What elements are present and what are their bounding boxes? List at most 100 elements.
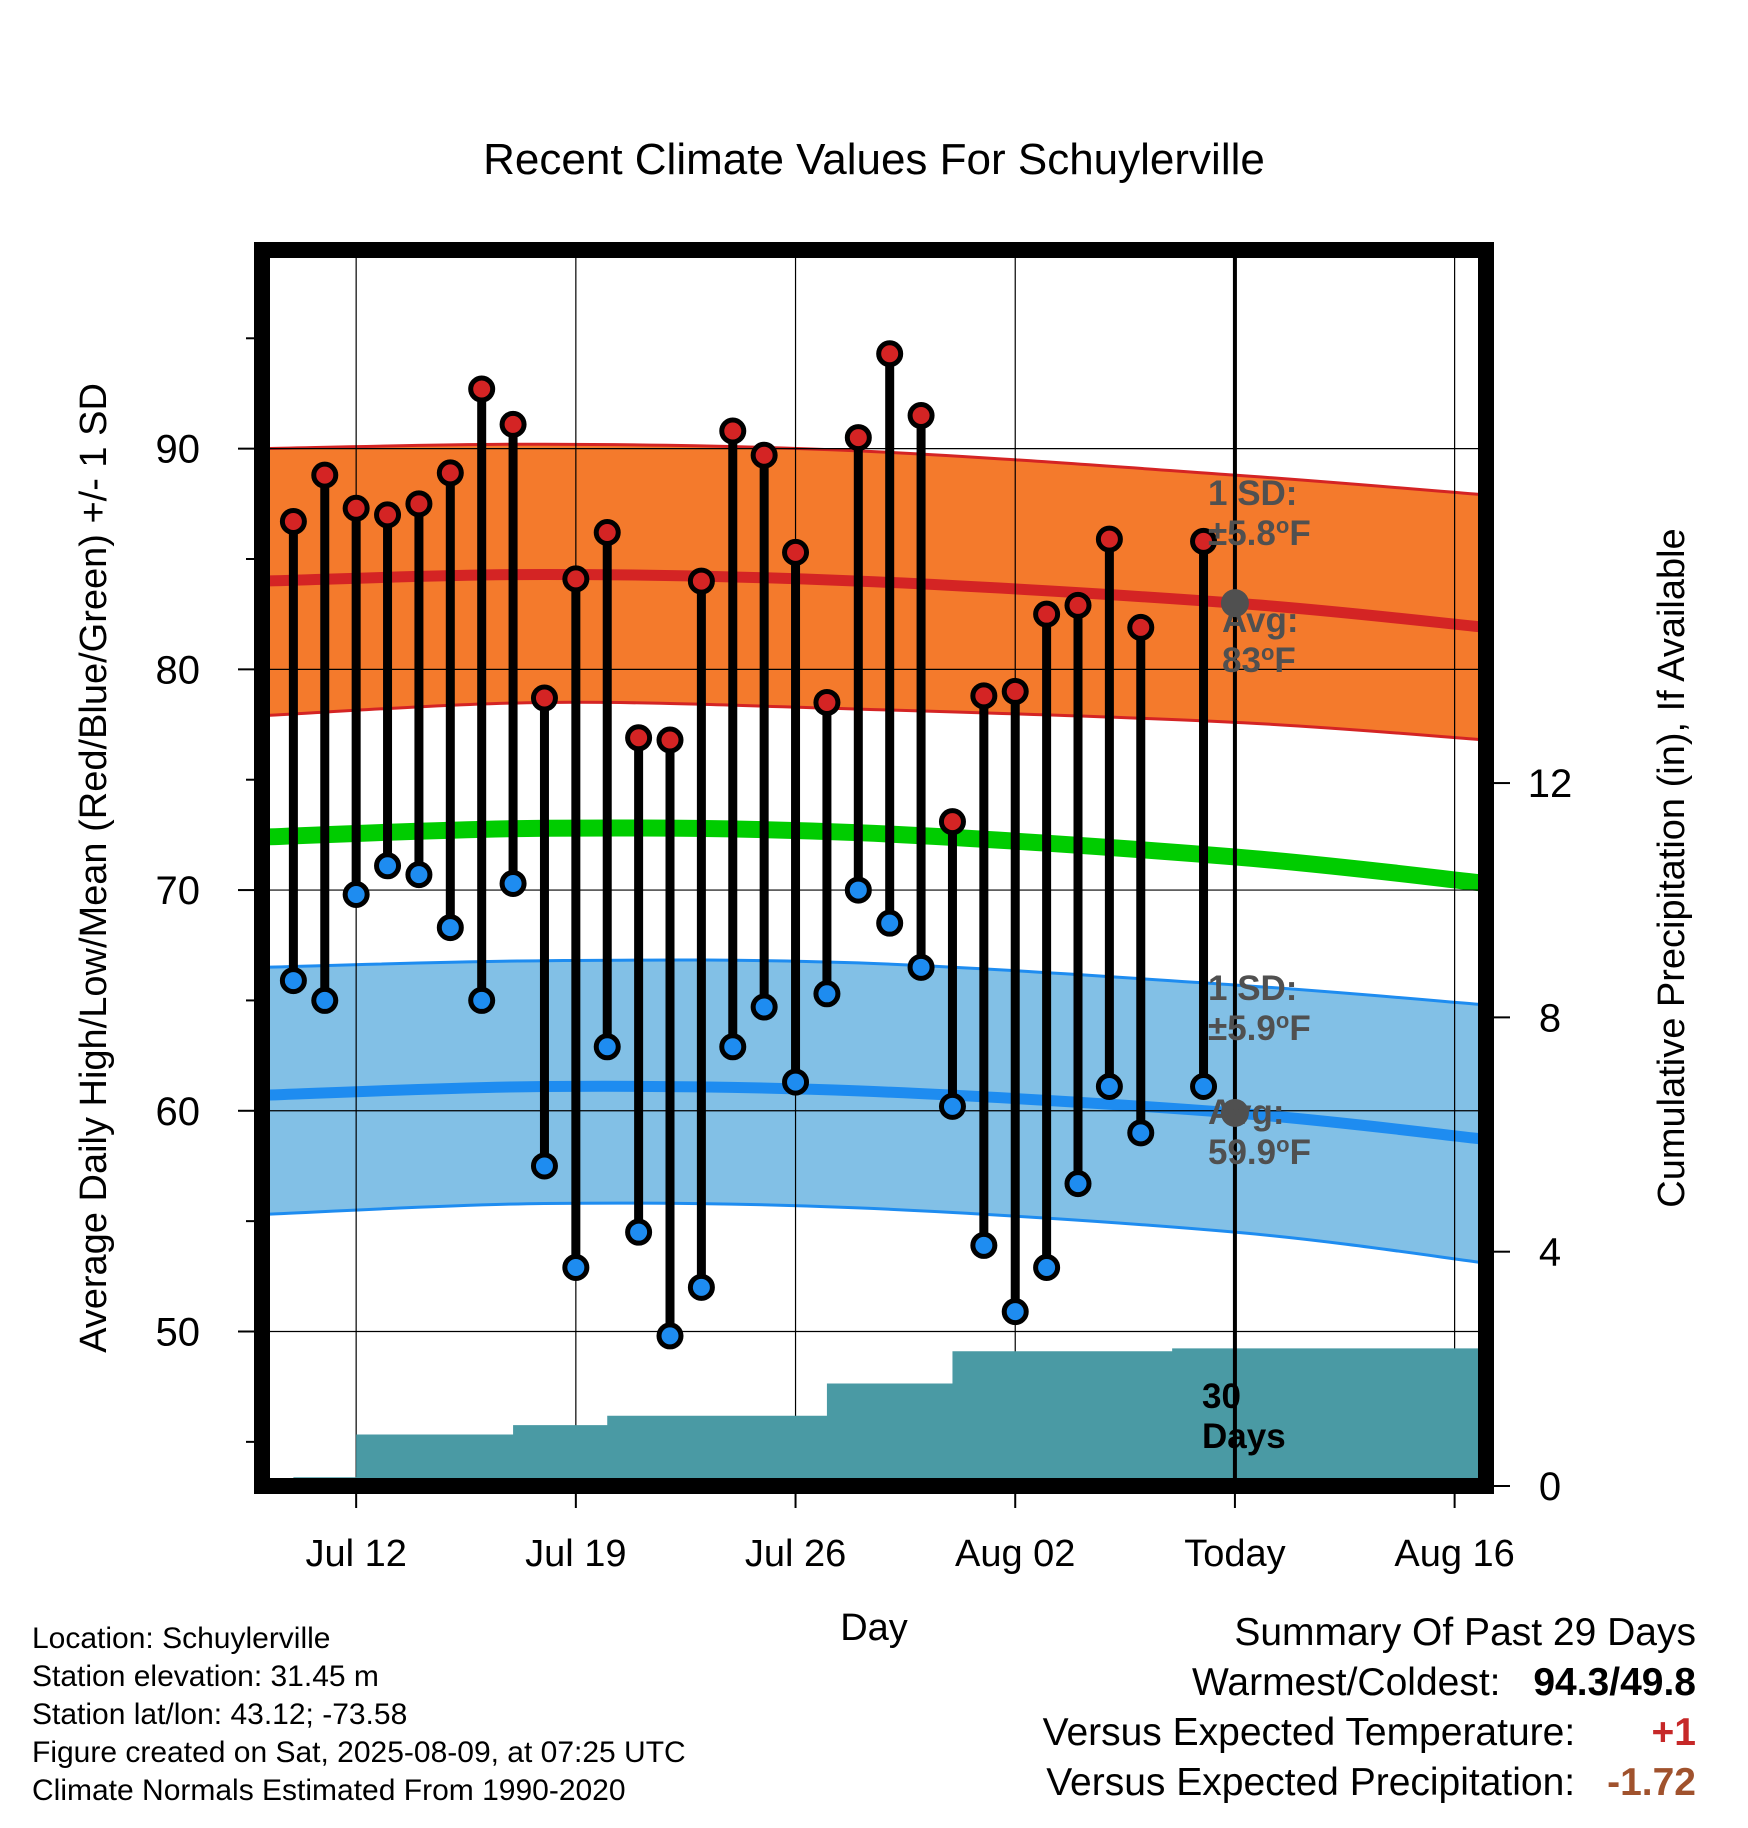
- precip-diff-row: Versus Expected Precipitation: -1.72: [1043, 1758, 1696, 1808]
- daily-low-point: [844, 876, 872, 904]
- daily-low-point: [342, 880, 370, 908]
- warmest-coldest-value: 94.3/49.8: [1533, 1661, 1696, 1704]
- daily-low-point: [499, 869, 527, 897]
- daily-low-point: [970, 1231, 998, 1259]
- y2-tick-label: 12: [1528, 762, 1573, 806]
- y-tick-label: 90: [156, 428, 201, 472]
- summary-panel: Summary Of Past 29 Days Warmest/Coldest:…: [1043, 1608, 1696, 1808]
- daily-low-point: [625, 1218, 653, 1246]
- y-tick-label: 80: [156, 648, 201, 692]
- chart-title: Recent Climate Values For Schuylerville: [483, 135, 1265, 184]
- latlon-text: Station lat/lon: 43.12; -73.58: [32, 1698, 408, 1731]
- y2-tick-label: 4: [1539, 1231, 1561, 1275]
- y2-tick-label: 0: [1539, 1465, 1561, 1509]
- annotation-line2: Days: [1202, 1417, 1286, 1456]
- daily-high-point: [436, 459, 464, 487]
- avg-mean-line: [261, 819, 1487, 892]
- x-tick-label: Aug 02: [955, 1533, 1075, 1575]
- daily-high-point: [1001, 677, 1029, 705]
- daily-low-point: [436, 914, 464, 942]
- daily-high-point: [279, 507, 307, 535]
- annotation-line2: 83oF: [1222, 640, 1296, 680]
- annotation-line2: ±5.9oF: [1208, 1008, 1311, 1048]
- location-text: Location: Schuylerville: [32, 1622, 331, 1655]
- daily-high-point: [562, 565, 590, 593]
- plot-frame: [254, 242, 1494, 1494]
- annotation-line1: 30: [1202, 1377, 1241, 1416]
- daily-high-point: [813, 688, 841, 716]
- daily-high-point: [750, 441, 778, 469]
- daily-low-point: [1095, 1073, 1123, 1101]
- daily-high-point: [405, 490, 433, 518]
- low-sd-band: [262, 959, 1486, 1264]
- x-tick-label: Jul 12: [305, 1533, 406, 1575]
- x-tick-label: Today: [1184, 1533, 1285, 1575]
- daily-low-point: [311, 986, 339, 1014]
- temp-diff-row: Versus Expected Temperature: +1: [1043, 1708, 1696, 1758]
- avg-low-line: [261, 1080, 1487, 1145]
- temp-diff-value: +1: [1651, 1711, 1696, 1754]
- station-info: Location: Schuylerville Station elevatio…: [32, 1620, 686, 1810]
- daily-low-point: [813, 980, 841, 1008]
- annotation-line1: Avg:: [1208, 1093, 1284, 1132]
- y-tick-label: 60: [156, 1090, 201, 1134]
- avg-low-today-point: [1220, 1098, 1249, 1127]
- normals-text: Climate Normals Estimated From 1990-2020: [32, 1774, 626, 1807]
- daily-low-point: [1190, 1073, 1218, 1101]
- annotation-line1: 1 SD:: [1208, 969, 1297, 1008]
- y2-axis-label: Cumulative Precipitation (in), If Availa…: [1651, 528, 1693, 1207]
- daily-high-point: [1127, 613, 1155, 641]
- daily-low-point: [1001, 1298, 1029, 1326]
- x-tick-label: Jul 19: [525, 1533, 626, 1575]
- daily-high-point: [530, 684, 558, 712]
- created-text: Figure created on Sat, 2025-08-09, at 07…: [32, 1736, 686, 1769]
- daily-low-point: [405, 861, 433, 889]
- today-average-points: [1220, 589, 1249, 1127]
- x-tick-label: Aug 16: [1394, 1533, 1514, 1575]
- daily-high-point: [876, 340, 904, 368]
- daily-high-point: [1095, 525, 1123, 553]
- daily-low-point: [374, 852, 402, 880]
- daily-high-point: [938, 808, 966, 836]
- daily-low-point: [907, 953, 935, 981]
- precip-diff-label: Versus Expected Precipitation:: [1046, 1761, 1576, 1804]
- y-axis-label: Average Daily High/Low/Mean (Red/Blue/Gr…: [73, 383, 115, 1353]
- daily-low-point: [279, 967, 307, 995]
- daily-low-point: [876, 909, 904, 937]
- x-axis-label: Day: [840, 1607, 908, 1649]
- low-plus-sd-line: [261, 958, 1487, 1007]
- daily-low-point: [656, 1322, 684, 1350]
- daily-low-point: [530, 1152, 558, 1180]
- daily-high-point: [907, 402, 935, 430]
- daily-low-point: [782, 1068, 810, 1096]
- daily-low-point: [1127, 1119, 1155, 1147]
- precip-diff-value: -1.72: [1607, 1761, 1696, 1804]
- elevation-text: Station elevation: 31.45 m: [32, 1660, 379, 1693]
- y2-tick-label: 8: [1539, 996, 1561, 1040]
- axes: 50 60 70 80 90 0 4 8 12 Jul 12 Jul 19 Jul 26 Aug 02 T…: [156, 242, 1573, 1575]
- daily-high-point: [468, 375, 496, 403]
- daily-low-point: [1064, 1170, 1092, 1198]
- daily-stems: [288, 353, 1209, 1336]
- daily-high-point: [656, 726, 684, 754]
- daily-high-point: [970, 682, 998, 710]
- precipitation-area: [262, 1348, 1486, 1486]
- daily-high-point: [1190, 527, 1218, 555]
- daily-low-point: [562, 1253, 590, 1281]
- daily-high-point: [1033, 600, 1061, 628]
- daily-high-point: [499, 410, 527, 438]
- precip-area: [262, 1348, 1486, 1486]
- daily-low-point: [468, 986, 496, 1014]
- x-tick-label: Jul 26: [745, 1533, 846, 1575]
- warmest-coldest-row: Warmest/Coldest: 94.3/49.8: [1043, 1658, 1696, 1708]
- annotation-line1: 1 SD:: [1208, 474, 1297, 513]
- daily-low-point: [687, 1273, 715, 1301]
- daily-high-point: [782, 538, 810, 566]
- daily-high-point: [342, 494, 370, 522]
- daily-high-point: [374, 501, 402, 529]
- annotation-line1: Avg:: [1222, 601, 1298, 640]
- daily-low-point: [593, 1033, 621, 1061]
- daily-high-point: [687, 567, 715, 595]
